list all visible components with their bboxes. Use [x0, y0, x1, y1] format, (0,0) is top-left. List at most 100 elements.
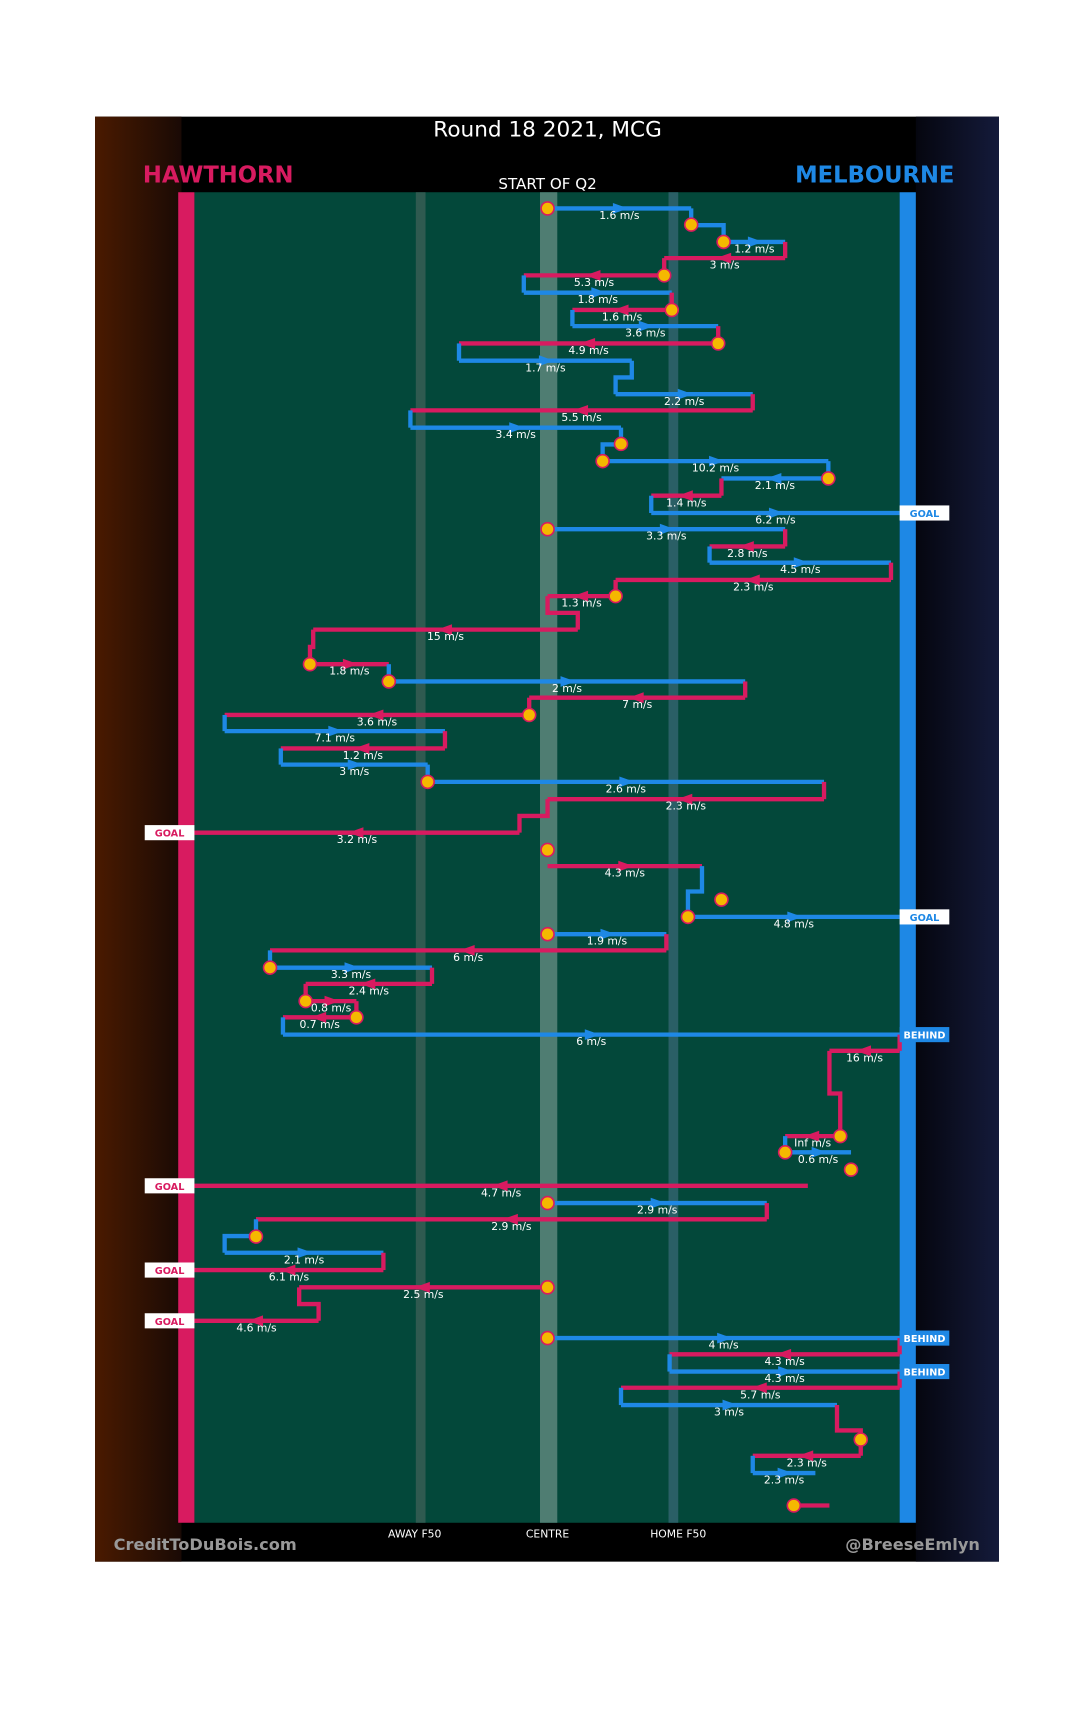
stoppage-marker: [540, 1195, 555, 1211]
home-team: HAWTHORN: [143, 163, 294, 189]
title: Round 18 2021, MCG: [433, 118, 661, 143]
speed-label: 3.4 m/s: [496, 428, 537, 441]
speed-label: 2.9 m/s: [491, 1220, 532, 1233]
connector: [297, 1287, 321, 1321]
speed-label: 6 m/s: [453, 951, 483, 964]
arrow-head: [342, 658, 359, 670]
arrow-head: [572, 404, 589, 416]
arrow-head: [787, 911, 803, 923]
outcome-box: [899, 1364, 950, 1380]
stoppage-marker: [683, 217, 699, 232]
arrow-head: [766, 473, 782, 484]
outcome-label: GOAL: [155, 829, 185, 840]
credit: @BreeseEmlyn: [845, 1535, 980, 1554]
arrow-head: [354, 743, 370, 754]
speed-label: 1.7 m/s: [525, 361, 566, 374]
speed-label: 4.3 m/s: [764, 1372, 805, 1385]
speed-label: 5.3 m/s: [574, 276, 615, 289]
stoppage-marker: [853, 1432, 869, 1447]
outcome-box: [899, 505, 950, 521]
speed-label: 2.3 m/s: [733, 581, 774, 594]
arrow-head: [677, 490, 693, 502]
speed-label: 4.5 m/s: [780, 563, 821, 576]
arrow-head: [560, 676, 576, 687]
speed-label: 2.4 m/s: [349, 984, 390, 997]
away-team: MELBOURNE: [795, 163, 954, 189]
arrow-head: [584, 1029, 600, 1041]
speed-label: 2.5 m/s: [403, 1288, 444, 1301]
speed-label: 2.1 m/s: [755, 479, 796, 492]
arrow-head: [793, 557, 809, 569]
outcome-label: GOAL: [155, 1317, 185, 1328]
speed-label: 5.5 m/s: [561, 411, 602, 424]
stoppage-marker: [786, 1498, 802, 1513]
stoppage-marker: [664, 302, 680, 318]
speed-label: 2.1 m/s: [284, 1253, 325, 1266]
arrow-head: [677, 793, 693, 805]
speed-label: 3 m/s: [710, 259, 740, 272]
arrow-head: [638, 320, 654, 332]
arrow-head: [600, 928, 616, 940]
arrow-head: [618, 860, 634, 872]
speed-label: 1.9 m/s: [587, 935, 628, 948]
arrow-head: [650, 1197, 666, 1209]
axis-label: CENTRE: [526, 1528, 569, 1541]
speed-label: 3.3 m/s: [646, 530, 687, 543]
arrow-head: [778, 1366, 794, 1377]
arrow-head: [591, 287, 607, 299]
arrow-head: [414, 1281, 430, 1293]
stoppage-marker: [832, 1128, 848, 1144]
outcome-label: GOAL: [910, 913, 940, 924]
stoppage-marker: [710, 336, 726, 351]
speed-label: 1.2 m/s: [734, 242, 775, 255]
stoppage-marker: [262, 960, 278, 975]
stoppage-marker: [540, 1280, 555, 1295]
stoppage-marker: [595, 453, 610, 469]
speed-label: 0.6 m/s: [798, 1153, 839, 1166]
arrow-head: [613, 304, 629, 316]
speed-label: 4.3 m/s: [605, 867, 646, 880]
stoppage-marker: [714, 892, 729, 907]
arrow-head: [502, 1213, 518, 1225]
arrow-head: [459, 944, 475, 956]
speed-label: 2.9 m/s: [637, 1204, 678, 1217]
speed-label: 2 m/s: [552, 682, 582, 695]
arrow-head: [722, 1399, 738, 1411]
arrow-head: [247, 1315, 263, 1327]
speed-label: 0.8 m/s: [311, 1002, 352, 1015]
arrow-head: [798, 1450, 814, 1462]
speed-label: 2.8 m/s: [727, 547, 768, 560]
speed-label: 2.3 m/s: [764, 1474, 805, 1487]
stoppage-marker: [777, 1145, 793, 1160]
speed-label: 3 m/s: [714, 1406, 744, 1419]
arrow-head: [619, 776, 635, 788]
arrow-head: [585, 269, 601, 281]
away-f50-line: [415, 192, 426, 1523]
arrow-head: [855, 1045, 872, 1057]
start-label: START OF Q2: [498, 175, 596, 193]
connector: [545, 596, 580, 630]
arrow-head: [348, 827, 364, 839]
moves: 1.6 m/s 1.2 m/s 3 m/s 5.3 m/s 1.8 m/s 1.6 m/s…: [144, 201, 950, 1513]
speed-label: 1.8 m/s: [329, 665, 370, 678]
outcome-box: [144, 1178, 195, 1194]
speed-label: 4.3 m/s: [764, 1355, 805, 1368]
arrow-head: [538, 355, 555, 367]
stoppage-marker: [381, 674, 397, 689]
connector: [827, 1050, 843, 1137]
stoppage-marker: [521, 707, 537, 723]
credit: CreditToDuBois.com: [114, 1535, 297, 1554]
right-bg: [915, 116, 999, 1562]
speed-label: 7.1 m/s: [315, 732, 356, 745]
speed-label: 2.6 m/s: [606, 782, 647, 795]
arrow-head: [659, 523, 675, 535]
stoppage-marker: [302, 656, 318, 672]
speed-label: 6 m/s: [576, 1035, 606, 1048]
speed-label: 1.3 m/s: [561, 597, 602, 610]
outcome-label: GOAL: [910, 509, 940, 520]
arrow-head: [744, 574, 760, 586]
arrow-head: [775, 1348, 792, 1360]
speed-label: 6.2 m/s: [755, 514, 796, 527]
arrow-head: [709, 455, 725, 467]
arrow-head: [768, 507, 785, 519]
